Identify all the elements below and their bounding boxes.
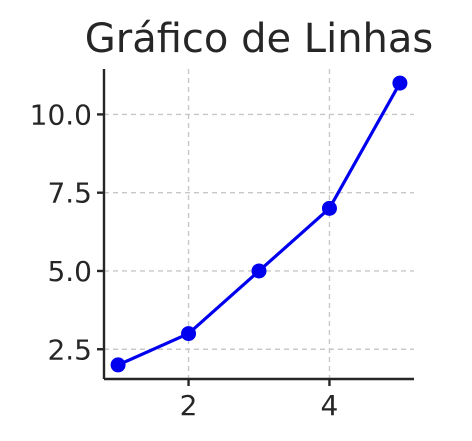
y-tick-label: 7.5 <box>47 177 92 210</box>
series <box>110 75 408 373</box>
axes <box>102 69 414 381</box>
data-point <box>321 200 337 216</box>
x-tick-label: 2 <box>180 389 198 422</box>
y-tick-label: 2.5 <box>47 333 92 366</box>
ticks: 2 4 2.5 5.0 7.5 10.0 <box>30 98 339 422</box>
data-point <box>251 263 267 279</box>
data-point <box>392 75 408 91</box>
x-tick-label: 4 <box>321 389 339 422</box>
y-tick-label: 10.0 <box>30 98 92 131</box>
series-line <box>117 82 402 367</box>
grid <box>104 69 414 379</box>
data-point <box>110 357 126 373</box>
chart-title: Gráfico de Linhas <box>85 16 434 62</box>
data-point <box>181 326 197 342</box>
y-tick-label: 5.0 <box>47 255 92 288</box>
